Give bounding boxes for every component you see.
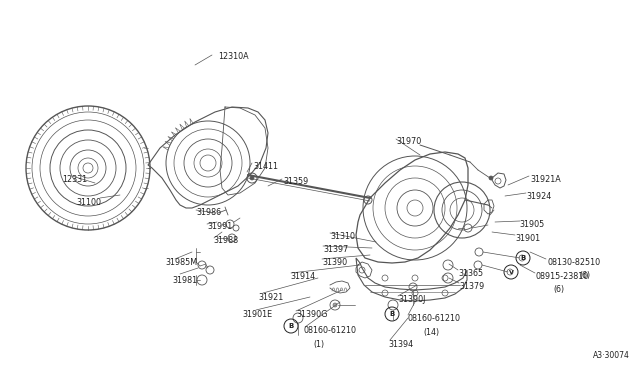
Text: 31390: 31390 [322, 258, 347, 267]
Circle shape [250, 176, 254, 180]
Text: B: B [389, 311, 395, 317]
Text: 31390G: 31390G [296, 310, 328, 319]
Text: (14): (14) [423, 328, 439, 337]
Text: 31921A: 31921A [530, 175, 561, 184]
Text: (6): (6) [579, 271, 590, 280]
Text: 31394: 31394 [388, 340, 413, 349]
Text: 31901E: 31901E [242, 310, 272, 319]
Text: 08915-23810: 08915-23810 [535, 272, 588, 281]
Text: 31359: 31359 [283, 177, 308, 186]
Text: 31365: 31365 [458, 269, 483, 278]
Text: 31924: 31924 [526, 192, 551, 201]
Text: V: V [509, 269, 513, 275]
Text: 31390J: 31390J [398, 295, 426, 304]
Text: 31981: 31981 [172, 276, 197, 285]
Text: 31991: 31991 [207, 222, 232, 231]
Text: 08160-61210: 08160-61210 [303, 326, 356, 335]
Text: 31901: 31901 [515, 234, 540, 243]
Text: 31100: 31100 [76, 198, 101, 207]
Text: A3·30074: A3·30074 [593, 351, 630, 360]
Text: 08130-82510: 08130-82510 [547, 258, 600, 267]
Circle shape [489, 176, 493, 180]
Text: 31411: 31411 [253, 162, 278, 171]
Text: 08160-61210: 08160-61210 [407, 314, 460, 323]
Text: 31988: 31988 [213, 236, 238, 245]
Text: 12331: 12331 [62, 175, 87, 184]
Text: B: B [289, 323, 294, 329]
Text: 31905: 31905 [519, 220, 544, 229]
Text: 31970: 31970 [396, 137, 421, 146]
Text: (1): (1) [313, 340, 324, 349]
Text: 31397: 31397 [323, 245, 348, 254]
Text: 12310A: 12310A [218, 52, 248, 61]
Text: 31914: 31914 [290, 272, 315, 281]
Text: B: B [520, 255, 525, 261]
Text: (6): (6) [553, 285, 564, 294]
Text: 31379: 31379 [459, 282, 484, 291]
Text: 31921: 31921 [258, 293, 284, 302]
Text: 31985M: 31985M [165, 258, 197, 267]
Text: 31310: 31310 [330, 232, 355, 241]
Circle shape [333, 303, 337, 307]
Text: 31986: 31986 [196, 208, 221, 217]
